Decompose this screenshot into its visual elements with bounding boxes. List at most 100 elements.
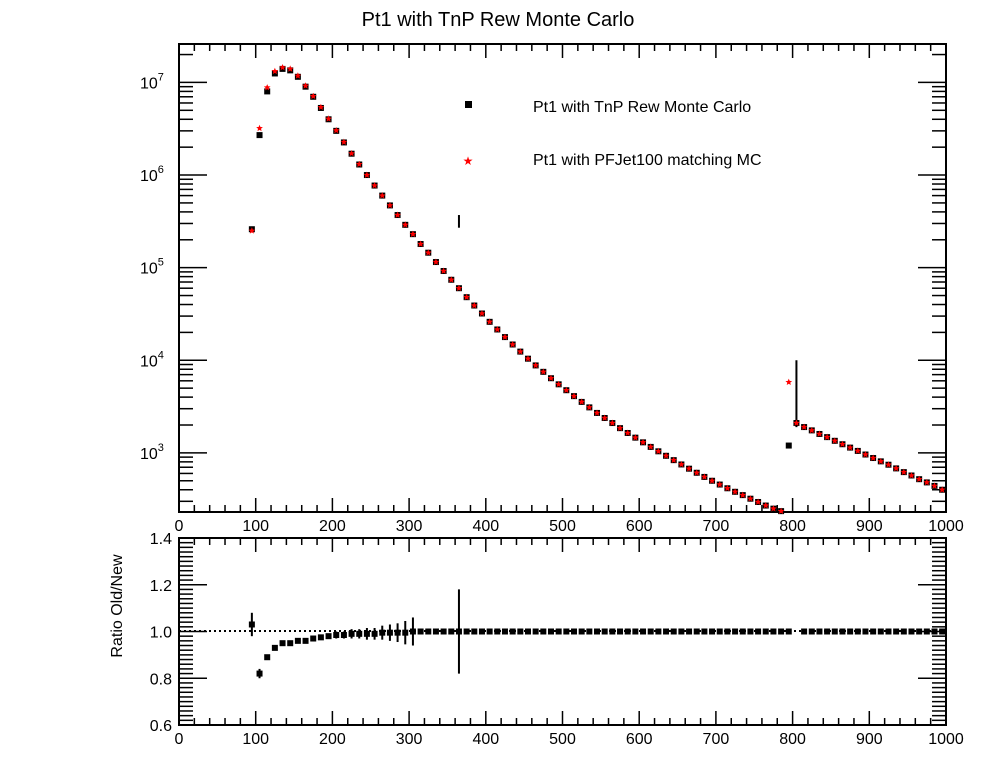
ratio-data-point xyxy=(340,632,347,639)
pfjet-data-point xyxy=(747,495,754,502)
pfjet-data-point xyxy=(754,498,762,505)
pfjet-data-point xyxy=(355,160,363,168)
pfjet-data-point xyxy=(509,341,516,348)
ratio-x-tick-label: 0 xyxy=(175,731,184,748)
ratio-data-point xyxy=(356,630,363,637)
main-x-tick-label: 300 xyxy=(396,518,423,535)
ratio-data-point xyxy=(409,628,416,635)
pfjet-data-point xyxy=(892,464,900,472)
pfjet-data-point xyxy=(731,488,739,495)
pfjet-data-point xyxy=(716,481,724,488)
pfjet-data-point xyxy=(846,444,854,451)
ratio-data-point xyxy=(448,628,455,635)
pfjet-data-point xyxy=(931,482,938,489)
ratio-x-tick-label: 700 xyxy=(703,731,730,748)
ratio-data-point xyxy=(302,637,309,644)
ratio-x-tick-label: 100 xyxy=(242,731,269,748)
ratio-data-point xyxy=(578,628,585,635)
ratio-data-point xyxy=(371,630,378,637)
ratio-plot-x-tick-labels: 0 100 200 300 400 500 600 700 800 900 1000 xyxy=(175,731,964,748)
pfjet-data-point xyxy=(463,293,470,301)
ratio-data-point xyxy=(893,628,900,635)
ratio-data-point xyxy=(678,628,685,635)
main-x-tick-label: 100 xyxy=(242,518,269,535)
ratio-data-point xyxy=(939,628,946,635)
ratio-plot-ticks xyxy=(178,537,947,726)
pfjet-data-point xyxy=(662,452,670,459)
pfjet-data-point xyxy=(823,433,831,440)
pfjet-data-point xyxy=(708,477,716,484)
legend-marker-star: ★ xyxy=(463,154,474,168)
pfjet-data-point xyxy=(371,182,378,189)
pfjet-data-point xyxy=(325,115,332,122)
ratio-data-point xyxy=(325,633,332,640)
ratio-data-point xyxy=(310,635,317,642)
ratio-data-point xyxy=(402,629,409,636)
pfjet-data-point xyxy=(624,429,632,436)
pfjet-data-point xyxy=(762,502,770,509)
main-x-tick-label: 0 xyxy=(175,518,184,535)
main-x-tick-label: 700 xyxy=(703,518,730,535)
ratio-data-point xyxy=(563,628,570,635)
main-y-tick-label: 106 xyxy=(140,164,164,185)
ratio-data-point xyxy=(379,629,386,636)
main-y-tick-label: 105 xyxy=(140,257,164,278)
ratio-data-point xyxy=(709,628,716,635)
pfjet-data-point xyxy=(417,240,424,247)
ratio-x-tick-label: 300 xyxy=(396,731,423,748)
pfjet-data-point xyxy=(540,368,547,375)
main-x-tick-label: 600 xyxy=(626,518,653,535)
main-x-tick-label: 400 xyxy=(472,518,499,535)
ratio-y-tick-label: 0.8 xyxy=(150,671,172,688)
pfjet-data-point xyxy=(302,82,309,89)
ratio-data-point xyxy=(417,628,424,635)
ratio-data-point xyxy=(632,628,639,635)
pfjet-data-point xyxy=(609,419,616,426)
ratio-data-point xyxy=(701,628,708,635)
ratio-data-point xyxy=(532,628,539,635)
ratio-data-point xyxy=(640,628,647,635)
ratio-data-point xyxy=(486,628,493,635)
main-x-tick-label: 500 xyxy=(549,518,576,535)
pfjet-data-point xyxy=(563,386,570,394)
pfjet-data-point xyxy=(632,434,639,441)
ratio-data-point xyxy=(885,628,892,635)
ratio-data-point xyxy=(739,628,746,635)
pfjet-data-point xyxy=(309,92,317,100)
pfjet-data-point xyxy=(739,491,747,498)
pfjet-data-point xyxy=(770,505,777,512)
ratio-data-point xyxy=(501,628,508,635)
pfjet-data-point xyxy=(378,192,386,199)
main-x-tick-label: 1000 xyxy=(928,518,964,535)
pfjet-data-point xyxy=(854,447,862,454)
pfjet-data-point xyxy=(839,440,846,448)
ratio-data-point xyxy=(294,637,301,644)
ratio-x-tick-label: 900 xyxy=(856,731,883,748)
legend-entry-tnp: Pt1 with TnP Rew Monte Carlo xyxy=(533,99,751,116)
ratio-y-tick-label: 1.0 xyxy=(150,625,172,642)
ratio-data-point xyxy=(455,628,462,635)
ratio-data-point xyxy=(908,628,915,635)
pfjet-data-point xyxy=(601,414,609,421)
tnp-data-point xyxy=(271,70,278,77)
main-x-tick-label: 900 xyxy=(856,518,883,535)
main-plot-x-tick-labels: 0 100 200 300 400 500 600 700 800 900 1000 xyxy=(175,518,964,535)
ratio-data-point xyxy=(693,628,700,635)
ratio-data-point xyxy=(279,640,286,647)
pfjet-data-point xyxy=(294,72,302,79)
ratio-data-point xyxy=(363,630,370,637)
ratio-data-point xyxy=(663,628,670,635)
ratio-data-point xyxy=(655,628,662,635)
main-x-tick-label: 200 xyxy=(319,518,346,535)
pfjet-data-point xyxy=(424,249,432,256)
ratio-data-point xyxy=(778,628,785,635)
pfjet-data-point xyxy=(908,472,915,479)
ratio-data-point xyxy=(732,628,739,635)
pfjet-data-point xyxy=(348,149,355,157)
pfjet-data-point xyxy=(693,469,701,476)
pfjet-data-point xyxy=(785,378,793,386)
main-plot-panel: 103 104 105 106 107 0 100 200 300 400 500 600 700 80… xyxy=(140,43,964,535)
ratio-data-point xyxy=(425,628,432,635)
ratio-data-point xyxy=(770,628,777,635)
